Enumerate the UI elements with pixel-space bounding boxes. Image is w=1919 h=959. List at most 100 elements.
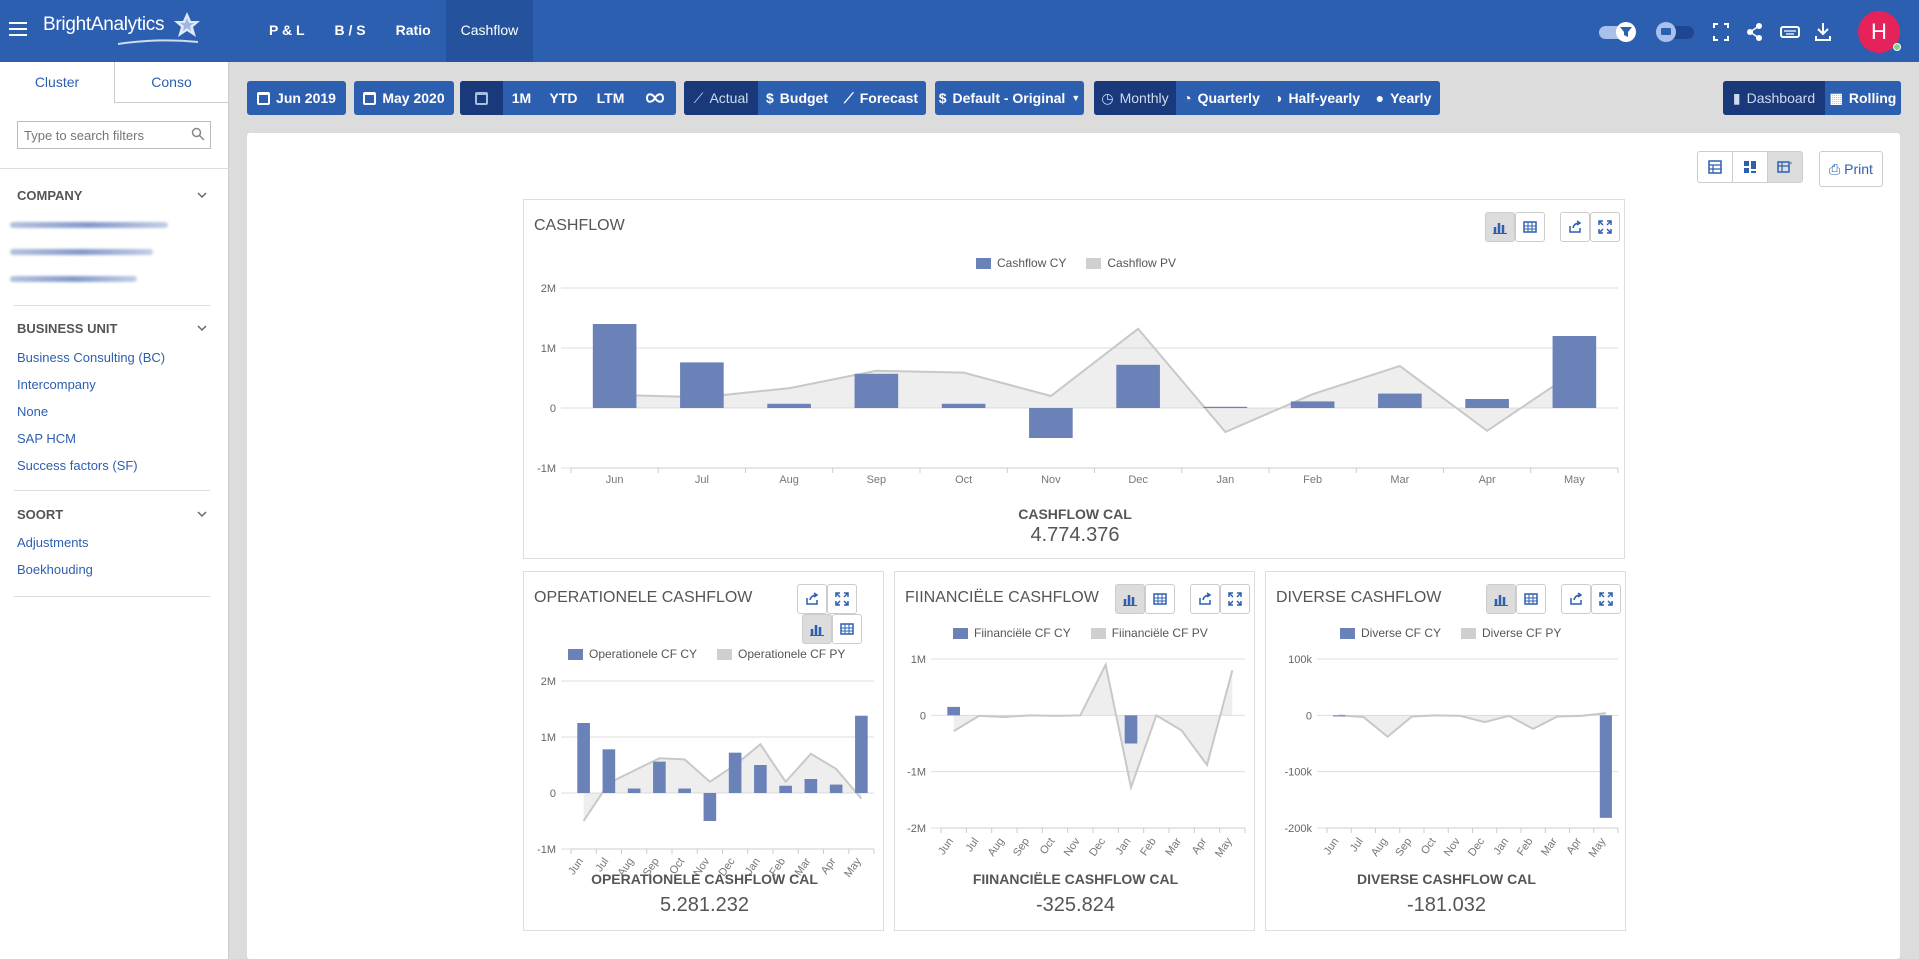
chevron-down-icon[interactable] [197, 324, 207, 332]
bar[interactable] [627, 788, 641, 793]
filter-item-intercompany[interactable]: Intercompany [17, 377, 96, 392]
bar[interactable] [577, 723, 590, 793]
date-to-button[interactable]: May 2020 [354, 81, 454, 115]
tab-cluster[interactable]: Cluster [34, 74, 80, 90]
company-item-redacted[interactable] [10, 276, 137, 282]
filter-item-success-factors[interactable]: Success factors (SF) [17, 458, 138, 473]
bar[interactable] [855, 715, 868, 793]
custom-period-button[interactable] [460, 81, 503, 115]
legend-label[interactable]: Operationele CF PY [738, 647, 846, 661]
bar[interactable] [592, 324, 637, 408]
filter-item-sap-hcm[interactable]: SAP HCM [17, 431, 76, 446]
filter-item-none[interactable]: None [17, 404, 49, 419]
view-rolling-button[interactable]: ▦ Rolling [1825, 81, 1901, 115]
period-ytd-button[interactable]: YTD [540, 81, 587, 115]
bar[interactable] [1116, 364, 1160, 408]
filter-search-input[interactable] [17, 121, 211, 149]
layout-grid-button[interactable] [1732, 151, 1768, 183]
bar[interactable] [1029, 408, 1073, 438]
chevron-down-icon[interactable] [197, 191, 207, 199]
bar[interactable] [854, 373, 899, 408]
scenario-budget-button[interactable]: $ Budget [758, 81, 836, 115]
bar[interactable] [653, 761, 666, 793]
bar[interactable] [779, 785, 792, 793]
bar[interactable] [1333, 715, 1346, 717]
app-logo[interactable]: BrightAnalytics [43, 14, 165, 35]
expand-button[interactable] [827, 584, 857, 614]
export-button[interactable] [1560, 212, 1590, 242]
company-item-redacted[interactable] [10, 249, 153, 255]
scenario-forecast-button[interactable]: ⟋ Forecast [836, 81, 926, 115]
bar[interactable] [941, 403, 986, 408]
expand-button[interactable] [1590, 212, 1620, 242]
interval-monthly-button[interactable]: ◷ Monthly [1094, 81, 1176, 115]
legend-label[interactable]: Fiinanciële CF PV [1111, 626, 1208, 640]
legend-label[interactable]: Cashflow PV [1107, 256, 1177, 270]
interval-halfyearly-button[interactable]: ◑ Half-yearly [1267, 81, 1367, 115]
nav-tab-bs[interactable]: B / S [334, 22, 366, 38]
bar[interactable] [804, 779, 818, 793]
tab-conso[interactable]: Conso [114, 62, 228, 103]
menu-icon[interactable] [9, 22, 27, 36]
keyboard-icon[interactable] [1780, 20, 1800, 44]
bar[interactable] [1290, 401, 1335, 408]
legend-label[interactable]: Diverse CF PY [1482, 626, 1562, 640]
layout-table-button[interactable] [1767, 151, 1803, 183]
table-view-button[interactable] [1145, 584, 1175, 614]
period-all-button[interactable] [634, 81, 676, 115]
filter-item-business-consulting[interactable]: Business Consulting (BC) [17, 350, 166, 365]
bar[interactable] [1124, 715, 1138, 744]
table-view-button[interactable] [1516, 584, 1546, 614]
bar[interactable] [1378, 393, 1422, 408]
nav-tab-cashflow[interactable]: Cashflow [445, 0, 534, 62]
user-avatar[interactable]: H [1858, 11, 1901, 53]
expand-button[interactable] [1591, 584, 1621, 614]
comment-toggle-icon[interactable] [1654, 20, 1698, 44]
bar[interactable] [829, 784, 843, 793]
chart-view-button[interactable] [802, 614, 832, 644]
legend-label[interactable]: Cashflow CY [997, 256, 1067, 270]
chart-view-button[interactable] [1486, 584, 1516, 614]
filter-item-adjustments[interactable]: Adjustments [17, 535, 89, 550]
bar[interactable] [947, 706, 960, 716]
version-dropdown[interactable]: $ Default - Original ▼ [935, 81, 1084, 115]
date-from-button[interactable]: Jun 2019 [247, 81, 346, 115]
section-business-unit-title[interactable]: BUSINESS UNIT [17, 321, 118, 336]
filter-toggle-icon[interactable] [1598, 20, 1642, 44]
expand-button[interactable] [1220, 584, 1250, 614]
download-icon[interactable] [1814, 20, 1832, 44]
layout-list-button[interactable] [1697, 151, 1733, 183]
bar[interactable] [703, 793, 717, 821]
export-button[interactable] [1190, 584, 1220, 614]
bar[interactable] [602, 749, 616, 793]
table-view-button[interactable] [832, 614, 862, 644]
interval-quarterly-button[interactable]: ◔ Quarterly [1176, 81, 1267, 115]
section-soort-title[interactable]: SOORT [17, 507, 64, 522]
share-icon[interactable] [1746, 20, 1764, 44]
legend-label[interactable]: Diverse CF CY [1361, 626, 1442, 640]
fullscreen-icon[interactable] [1712, 20, 1730, 44]
bar[interactable] [728, 752, 742, 793]
interval-yearly-button[interactable]: ● Yearly [1367, 81, 1440, 115]
table-view-button[interactable] [1515, 212, 1545, 242]
period-1m-button[interactable]: 1M [503, 81, 540, 115]
legend-label[interactable]: Operationele CF CY [589, 647, 698, 661]
export-button[interactable] [797, 584, 827, 614]
filter-item-boekhouding[interactable]: Boekhouding [17, 562, 93, 577]
legend-label[interactable]: Fiinanciële CF CY [974, 626, 1071, 640]
bar[interactable] [1552, 336, 1597, 408]
chart-view-button[interactable] [1115, 584, 1145, 614]
bar[interactable] [680, 362, 724, 408]
bar[interactable] [1465, 399, 1509, 408]
chart-view-button[interactable] [1485, 212, 1515, 242]
nav-tab-pl[interactable]: P & L [269, 22, 305, 38]
company-item-redacted[interactable] [10, 222, 168, 228]
bar[interactable] [1203, 406, 1248, 408]
bar[interactable] [1599, 715, 1612, 818]
period-ltm-button[interactable]: LTM [587, 81, 634, 115]
nav-tab-ratio[interactable]: Ratio [395, 22, 431, 38]
bar[interactable] [678, 788, 691, 793]
section-company-title[interactable]: COMPANY [17, 188, 83, 203]
bar[interactable] [767, 403, 811, 408]
bar[interactable] [754, 765, 767, 793]
